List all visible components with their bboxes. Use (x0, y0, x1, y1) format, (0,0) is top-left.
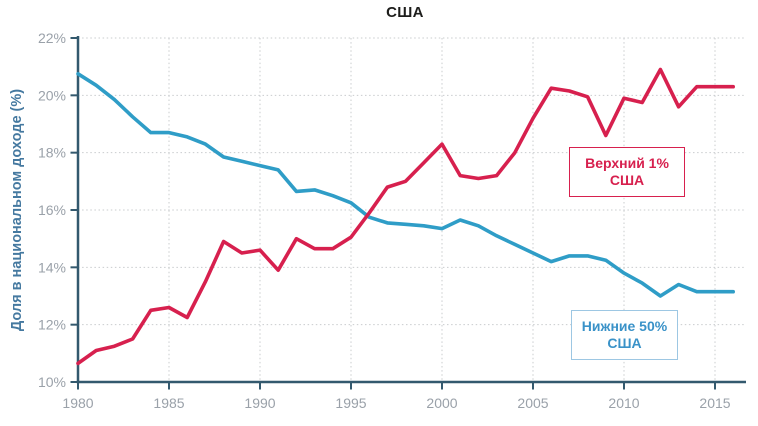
x-tick-label-2010: 2010 (608, 395, 639, 411)
legend-bottom-50-percent-line2: США (607, 335, 642, 351)
y-tick-label-14: 14% (38, 259, 66, 275)
y-tick-label-12: 12% (38, 317, 66, 333)
y-tick-label-18: 18% (38, 145, 66, 161)
y-axis-title: Доля в национальном доходе (%) (9, 88, 25, 332)
legend-top-1-percent: Верхний 1% США (569, 147, 685, 197)
y-tick-label-10: 10% (38, 374, 66, 390)
y-tick-label-20: 20% (38, 87, 66, 103)
legend-bottom-50-percent: Нижние 50% США (571, 310, 678, 360)
y-tick-label-16: 16% (38, 202, 66, 218)
x-tick-label-1990: 1990 (244, 395, 275, 411)
x-tick-label-2005: 2005 (517, 395, 548, 411)
series-line-top1 (76, 67, 736, 366)
x-tick-label-1980: 1980 (62, 395, 93, 411)
y-tick-label-22: 22% (38, 30, 66, 46)
x-tick-label-1985: 1985 (153, 395, 184, 411)
x-tick-label-2000: 2000 (426, 395, 457, 411)
x-tick-label-2015: 2015 (699, 395, 730, 411)
series-line-bottom50 (76, 72, 736, 298)
legend-bottom-50-percent-line1: Нижние 50% (581, 318, 668, 334)
legend-top-1-percent-line1: Верхний 1% (585, 155, 669, 171)
chart-title: США (386, 4, 424, 21)
legend-top-1-percent-line2: США (609, 172, 645, 188)
x-tick-label-1995: 1995 (335, 395, 366, 411)
